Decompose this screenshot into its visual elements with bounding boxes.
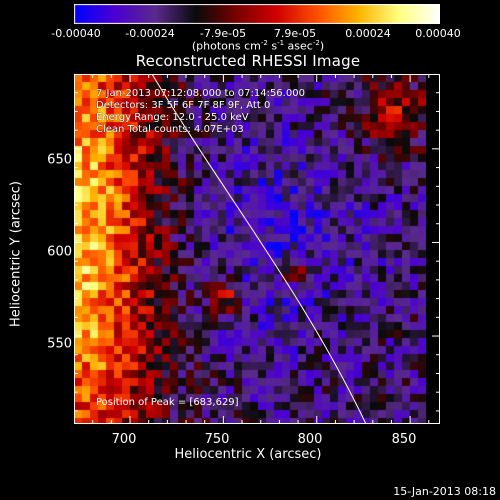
peak-position-label: Position of Peak = [683,629] xyxy=(96,397,239,408)
x-tick-label: 800 xyxy=(297,432,323,447)
solar-limb-line xyxy=(151,74,367,424)
y-tick-label: 600 xyxy=(47,244,72,260)
colorbar-tick-label: -0.00024 xyxy=(125,27,175,40)
clean-counts-label: Clean Total counts: 4.07E+03 xyxy=(96,124,244,135)
plot-title: Reconstructed RHESSI Image xyxy=(135,52,361,70)
colorbar-gradient xyxy=(74,4,440,24)
hxr-image xyxy=(74,74,426,424)
colorbar-units: (photons cm-2 s-1 asec-2) xyxy=(191,39,325,53)
y-tick-label: 650 xyxy=(47,152,72,168)
image-plot xyxy=(74,74,440,424)
y-axis-label: Heliocentric Y (arcsec) xyxy=(8,181,24,327)
plot-overlay xyxy=(74,74,440,424)
colorbar-tick-label: 0.00024 xyxy=(345,27,391,40)
colorbar-tick-label: 0.00040 xyxy=(415,27,461,40)
colorbar-tick-label: -7.9e-05 xyxy=(199,27,247,40)
detectors-label: Detectors: 3F 5F 6F 7F 8F 9F, Att 0 xyxy=(96,100,271,111)
time-range-label: 7-Jan-2013 07:12:08.000 to 07:14:56.000 xyxy=(96,88,305,99)
energy-range-label: Energy Range: 12.0 - 25.0 keV xyxy=(96,112,249,123)
generated-timestamp: 15-Jan-2013 08:18 xyxy=(393,485,496,498)
colorbar-tick-label: 7.9e-05 xyxy=(273,27,317,40)
axis-ticks xyxy=(74,74,440,424)
x-tick-label: 850 xyxy=(391,432,417,447)
plot-border xyxy=(74,74,440,424)
colorbar-tick-label: -0.00040 xyxy=(51,27,101,40)
y-tick-label: 550 xyxy=(47,336,72,352)
x-axis-label: Heliocentric X (arcsec) xyxy=(174,447,322,462)
x-tick-label: 700 xyxy=(111,432,137,447)
x-tick-label: 750 xyxy=(204,432,230,447)
colorbar xyxy=(74,4,440,24)
